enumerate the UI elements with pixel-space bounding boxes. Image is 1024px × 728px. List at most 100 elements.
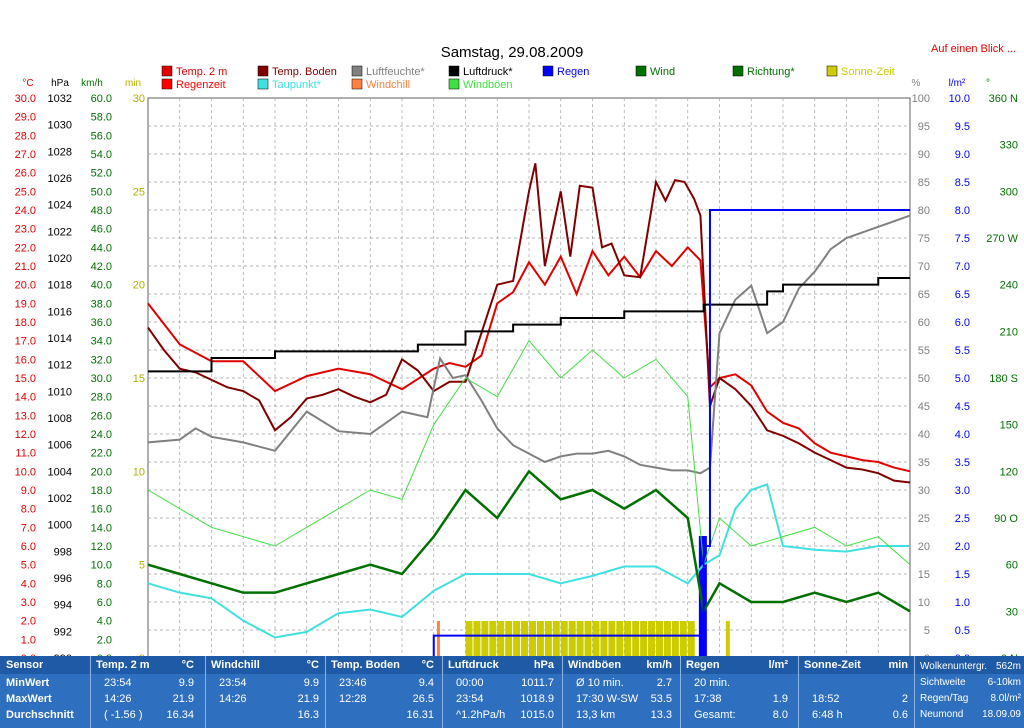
sunshine-bar: [608, 621, 616, 658]
stat-time: 17:38: [694, 693, 722, 705]
column-separator: [442, 656, 443, 728]
lm2-tick-label: 5.0: [955, 373, 970, 385]
sensor-head: Sensor: [6, 659, 44, 671]
temp-tick-label: 11.0: [15, 448, 36, 460]
hpa-tick-label: 994: [54, 600, 72, 612]
hpa-tick-label: 1014: [48, 333, 72, 345]
sunshine-bar: [513, 621, 521, 658]
stat-value: 1.9: [772, 693, 788, 705]
min-tick-label: 15: [133, 373, 145, 385]
stat-value: 2: [901, 693, 908, 705]
column-separator: [798, 656, 799, 728]
lm2-tick-label: 4.0: [955, 429, 970, 441]
column-separator: [680, 656, 681, 728]
deg-tick-label: 30: [1006, 606, 1018, 618]
row-label-min: MinWert: [6, 677, 50, 689]
kmh-tick-label: 56.0: [91, 130, 112, 142]
temp-tick-label: 18.0: [15, 317, 36, 329]
stat-value: 53.5: [650, 693, 672, 705]
sunshine-bar: [505, 621, 513, 658]
kmh-tick-label: 42.0: [91, 261, 112, 273]
hpa-tick-label: 998: [54, 546, 72, 558]
kmh-tick-label: 26.0: [91, 410, 112, 422]
kmh-tick-label: 54.0: [91, 149, 112, 161]
lm2-tick-label: 8.5: [955, 177, 970, 189]
legend-swatch: [732, 65, 744, 77]
stat-value: 26.5: [412, 693, 434, 705]
kmh-tick-label: 8.0: [97, 578, 112, 590]
stat-time: 23:54: [456, 693, 484, 705]
temp-tick-label: 19.0: [15, 298, 36, 310]
stat-unit: min: [888, 659, 908, 671]
sunshine-bar: [489, 621, 497, 658]
stat-time: 6:48 h: [812, 709, 843, 721]
sunshine-bar: [568, 621, 576, 658]
stat-time: 17:30 W-SW: [576, 693, 639, 705]
legend-swatch: [161, 78, 173, 90]
deg-tick-label: 150: [1000, 420, 1018, 432]
hpa-tick-label: 1026: [48, 173, 72, 185]
legend-swatch: [351, 78, 363, 90]
stat-col-sonne: Sonne-Zeit min 18:52 2 6:48 h 0.6: [798, 656, 914, 728]
sunshine-bar: [671, 621, 679, 658]
lm2-tick-label: 7.5: [955, 233, 970, 245]
legend: Temp. 2 m Temp. Boden Luftfeuchte* Luftdruc…: [161, 65, 895, 91]
sunshine-bar: [656, 621, 663, 658]
deg-tick-label: 270 W: [986, 233, 1018, 245]
legend-label: Luftdruck*: [463, 66, 513, 78]
row-label-max: MaxWert: [6, 693, 52, 705]
stat-time: 23:54: [104, 677, 132, 689]
kmh-tick-label: 22.0: [91, 448, 112, 460]
sunshine-bar: [687, 621, 695, 658]
axis-unit-temp: °C: [22, 78, 33, 89]
lm2-tick-label: 9.0: [955, 149, 970, 161]
deg-tick-label: 90 O: [994, 513, 1018, 525]
stat-time: 14:26: [219, 693, 247, 705]
sunshine-bar: [663, 621, 671, 658]
series-line: [147, 245, 911, 473]
axis-unit-min: min: [125, 78, 141, 89]
sunshine-bar: [552, 621, 560, 658]
stat-col-luftdruck: Luftdruck hPa 00:00 1011.7 23:54 1018.9 ^1.2hP…: [442, 656, 560, 728]
axis-unit-kmh: km/h: [81, 78, 103, 89]
series-line: [148, 277, 910, 373]
pct-tick-label: 80: [918, 205, 930, 217]
lm2-tick-label: 3.0: [955, 485, 970, 497]
stat-value: 21.9: [297, 693, 319, 705]
sunshine-bar: [497, 621, 505, 658]
legend-label: Temp. Boden: [272, 66, 337, 78]
pct-tick-label: 85: [918, 177, 930, 189]
hpa-tick-label: 1000: [48, 520, 72, 532]
kmh-tick-label: 12.0: [91, 541, 112, 553]
pct-tick-label: 20: [918, 541, 930, 553]
pct-tick-label: 75: [918, 233, 930, 245]
statistics-panel: Sensor MinWert MaxWert Durchschnitt Temp…: [0, 656, 1024, 728]
temp-tick-label: 21.0: [15, 261, 36, 273]
stat-value: 9.4: [418, 677, 434, 689]
hpa-tick-label: 1032: [48, 93, 72, 105]
stat-time: 20 min.: [694, 677, 731, 689]
temp-tick-label: 8.0: [21, 504, 36, 516]
temp-tick-label: 5.0: [21, 560, 36, 572]
temp-tick-label: 9.0: [21, 485, 36, 497]
misc-label: Sichtweite: [920, 677, 966, 688]
temp-tick-label: 16.0: [15, 354, 36, 366]
stat-time: 14:26: [104, 693, 132, 705]
lm2-tick-label: 3.5: [955, 457, 970, 469]
series-line: [147, 163, 911, 484]
stat-col-regen: Regen l/m² 20 min. 17:38 1.9 Gesamt: 8.0: [680, 656, 794, 728]
sunshine-bar: [725, 621, 730, 658]
legend-swatch: [635, 65, 647, 77]
sunshine-bar: [679, 621, 687, 658]
series-line: [147, 483, 910, 639]
stat-time: 23:54: [219, 677, 247, 689]
kmh-tick-label: 60.0: [91, 93, 112, 105]
temp-tick-label: 27.0: [15, 149, 36, 161]
sunshine-bar: [465, 621, 473, 658]
stat-value: 21.9: [172, 693, 194, 705]
legend-swatch: [448, 78, 460, 90]
chart-title: Samstag, 29.08.2009: [441, 44, 584, 61]
kmh-tick-label: 10.0: [91, 560, 112, 572]
temp-tick-label: 29.0: [15, 112, 36, 124]
overview-link[interactable]: Auf einen Blick ...: [931, 43, 1016, 55]
